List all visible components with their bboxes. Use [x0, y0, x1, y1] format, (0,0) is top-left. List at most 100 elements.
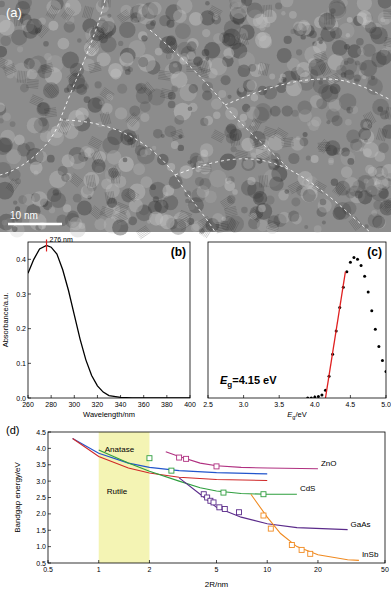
texture [303, 189, 316, 202]
x-tick [385, 560, 386, 563]
lattice-fringe [159, 74, 171, 76]
texture [84, 41, 99, 56]
lattice-fringe [40, 28, 48, 37]
texture [331, 179, 338, 186]
lattice-fringe [66, 11, 73, 21]
image-background [0, 0, 391, 232]
texture [289, 11, 297, 19]
texture [92, 159, 106, 173]
lattice-fringe [47, 87, 55, 96]
texture [309, 58, 326, 75]
absorbance-curve [28, 245, 190, 398]
texture [319, 40, 323, 44]
lattice-fringe [385, 202, 391, 211]
texture [138, 31, 147, 40]
texture [210, 58, 228, 76]
lattice-fringe [230, 135, 232, 147]
texture [241, 138, 254, 151]
texture [357, 48, 364, 55]
lattice-fringe [105, 113, 108, 125]
lattice-fringe [74, 173, 83, 181]
lattice-fringe [267, 226, 279, 230]
texture [363, 142, 379, 158]
texture [173, 63, 178, 68]
lattice-fringe [252, 210, 262, 217]
series-point [214, 464, 219, 469]
x-tick [314, 395, 315, 398]
lattice-fringe [353, 218, 360, 228]
texture [0, 35, 11, 46]
lattice-fringe [171, 132, 182, 136]
texture [168, 101, 176, 109]
lattice-fringe [332, 182, 340, 191]
lattice-fringe [119, 12, 129, 19]
x-tick-label: 2 [147, 566, 151, 573]
x-tick-label: 3.5 [274, 401, 284, 408]
lattice-fringe [172, 134, 183, 138]
lattice-fringe [91, 154, 96, 165]
lattice-fringe [94, 206, 103, 214]
lattice-fringe [128, 190, 138, 197]
lattice-fringe [45, 89, 53, 98]
lattice-fringe [385, 107, 387, 119]
lattice-fringe [384, 17, 391, 19]
texture [83, 84, 89, 90]
lattice-fringe [384, 16, 391, 18]
texture [77, 38, 82, 43]
texture [61, 173, 69, 181]
texture [68, 110, 85, 127]
texture [357, 10, 372, 25]
y-tick-label: 4.5 [36, 429, 46, 436]
texture [373, 201, 382, 210]
texture [354, 74, 361, 81]
lattice-fringe [42, 71, 54, 74]
lattice-fringe [264, 130, 275, 134]
lattice-fringe [94, 175, 96, 187]
lattice-fringe [178, 218, 189, 222]
texture [49, 207, 55, 213]
texture [0, 102, 5, 112]
lattice-fringe [89, 67, 101, 70]
texture [350, 106, 358, 114]
data-point [317, 395, 320, 398]
texture [241, 207, 248, 214]
texture [48, 21, 58, 31]
lattice-fringe [263, 134, 274, 138]
texture [222, 217, 226, 221]
lattice-fringe [98, 29, 107, 37]
lattice-fringe [73, 175, 82, 183]
texture [10, 121, 16, 127]
lattice-fringe [274, 135, 284, 141]
texture [128, 216, 137, 225]
texture [0, 1, 5, 7]
x-tick [350, 395, 351, 398]
lattice-fringe [242, 34, 246, 45]
lattice-fringe [24, 71, 25, 83]
texture [37, 102, 49, 114]
lattice-fringe [64, 9, 71, 19]
lattice-fringe [59, 121, 64, 132]
lattice-fringe [383, 129, 386, 141]
lattice-fringe [88, 64, 100, 67]
texture [167, 20, 175, 28]
series-line [179, 478, 348, 530]
texture [62, 154, 75, 167]
lattice-fringe [159, 72, 171, 74]
lattice-fringe [227, 218, 232, 229]
series-point [147, 456, 152, 461]
lattice-fringe [335, 184, 343, 193]
texture [230, 0, 246, 9]
texture [296, 136, 300, 140]
texture [300, 72, 311, 83]
lattice-fringe [105, 88, 115, 95]
texture [293, 22, 302, 31]
panel-label: (c) [367, 245, 382, 259]
lattice-fringe [118, 172, 119, 184]
y-tick-label: 1.0 [36, 543, 46, 550]
lattice-fringe [259, 62, 261, 74]
grain-boundary [150, 30, 290, 170]
lattice-fringe [44, 109, 56, 111]
y-tick [48, 530, 51, 531]
tem-image [0, 0, 391, 239]
texture [238, 64, 251, 77]
